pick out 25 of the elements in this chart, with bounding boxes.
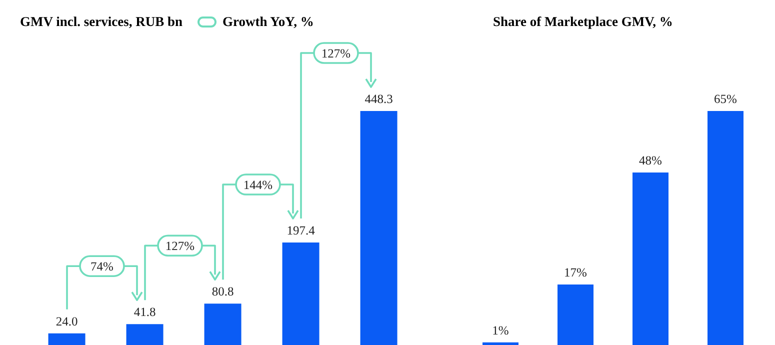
chart-title: GMV incl. services, RUB bn — [20, 14, 182, 30]
bar — [482, 342, 518, 345]
bar — [558, 284, 594, 345]
data-label: 1% — [492, 323, 509, 338]
text: 127% — [321, 46, 351, 60]
data-label: 65% — [714, 92, 737, 106]
data-label: 48% — [639, 153, 662, 168]
annotation: 127% — [165, 239, 195, 254]
data-label: 448.3 — [364, 92, 393, 106]
annotation: 144% — [243, 178, 273, 192]
data-label: 80.8 — [212, 284, 234, 299]
data-label: 197.4 — [286, 224, 316, 238]
bar — [360, 111, 398, 345]
bar — [632, 172, 668, 345]
bar — [282, 242, 320, 345]
bar — [204, 304, 242, 345]
bar — [48, 333, 86, 345]
data-label: 24.0 — [56, 314, 78, 328]
chart-title: Share of Marketplace GMV, % — [493, 14, 673, 30]
bar — [126, 324, 164, 345]
data-label: 17% — [564, 266, 587, 280]
text: Growth YoY, % — [222, 14, 314, 30]
bar — [708, 111, 744, 345]
data-label: 41.8 — [134, 305, 156, 320]
annotation: 74% — [90, 260, 114, 274]
